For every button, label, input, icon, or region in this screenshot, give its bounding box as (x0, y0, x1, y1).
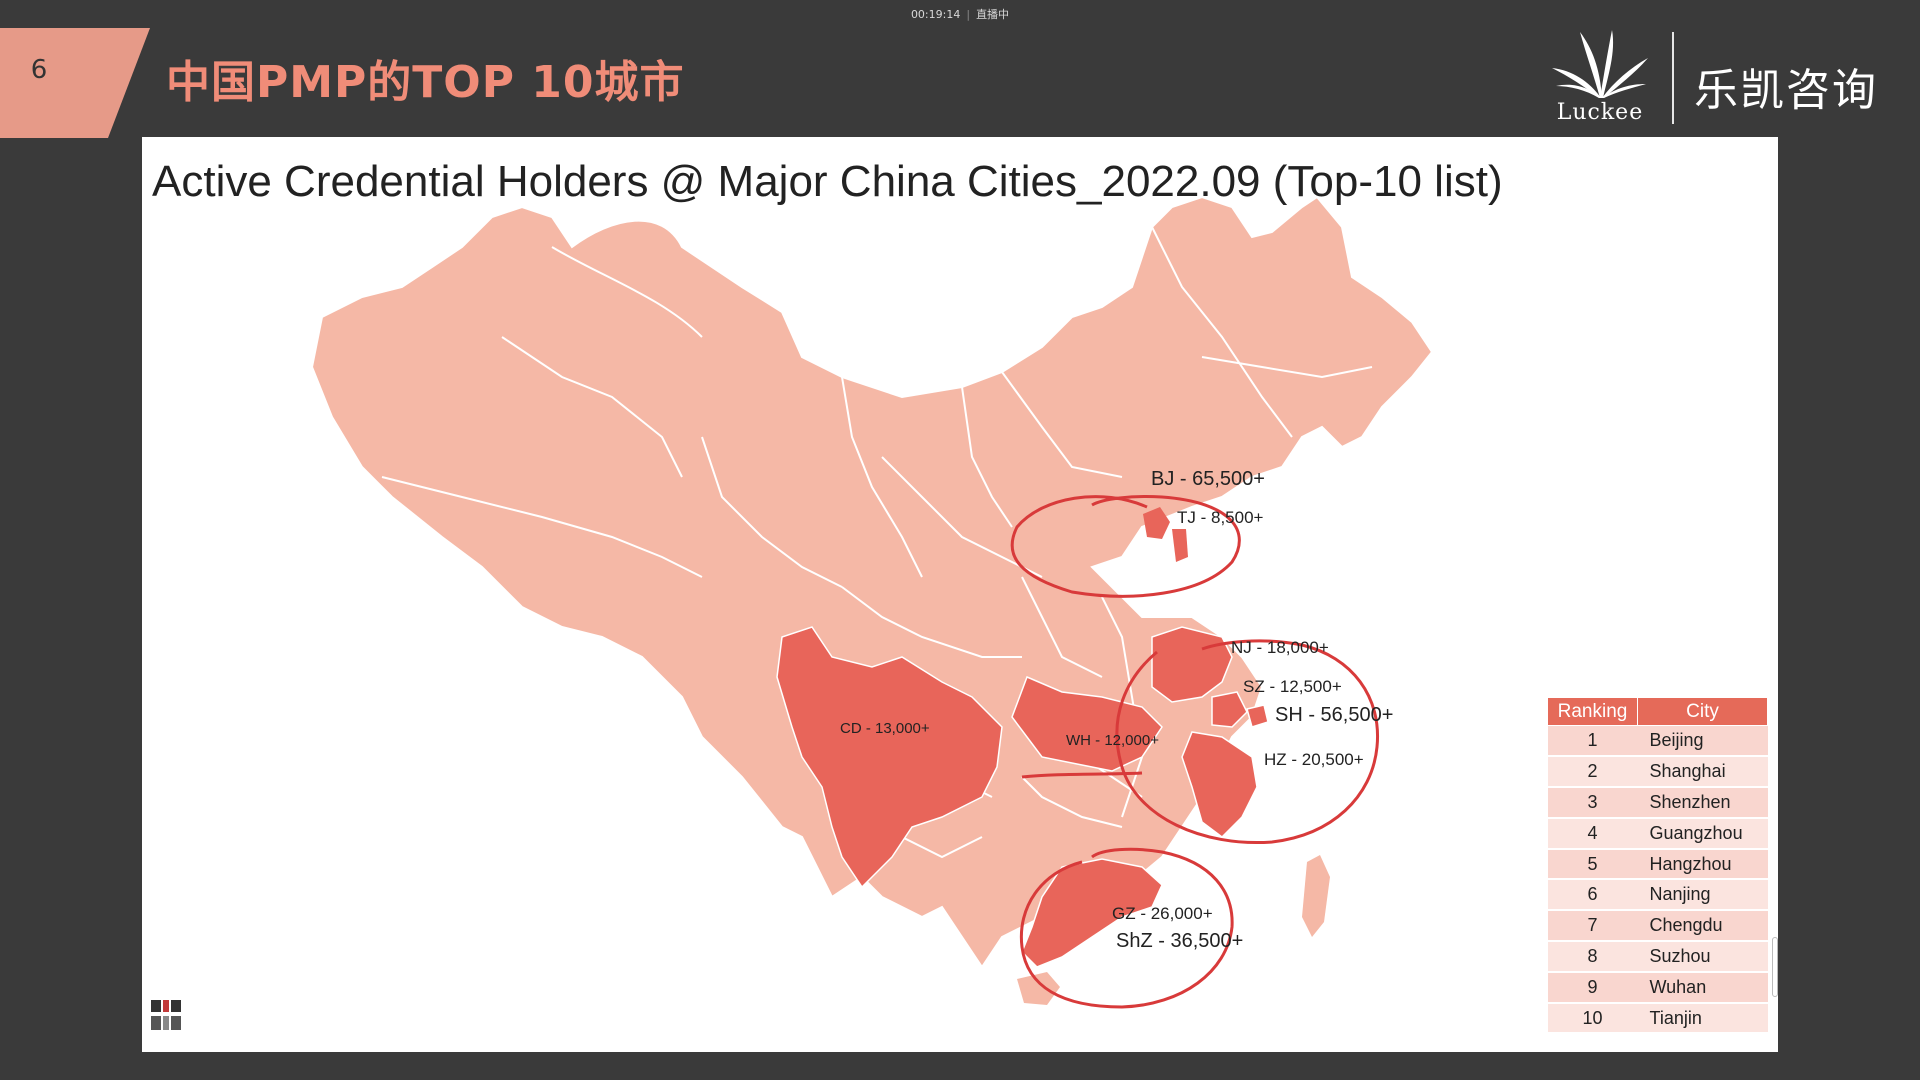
city-label-gz: GZ - 26,000+ (1112, 904, 1213, 923)
city-label-shz: ShZ - 36,500+ (1116, 930, 1243, 952)
city-label-nj: NJ - 18,000+ (1231, 638, 1329, 657)
rank-cell: 1 (1547, 725, 1638, 758)
table-row: 7 Chengdu (1547, 910, 1768, 943)
live-status-label: 直播中 (976, 8, 1010, 21)
ranking-header-row: Ranking City (1547, 697, 1768, 726)
brand-divider (1672, 32, 1674, 124)
ranking-header-rank: Ranking (1547, 697, 1638, 726)
east-circle-annotation (1115, 639, 1380, 845)
city-label-cd: CD - 13,000+ (840, 720, 930, 737)
city-cell: Chengdu (1637, 910, 1768, 943)
table-row: 5 Hangzhou (1547, 848, 1768, 881)
table-row: 2 Shanghai (1547, 756, 1768, 789)
table-row: 1 Beijing (1547, 725, 1768, 758)
taiwan-island (1302, 855, 1330, 937)
tianjin-region (1172, 529, 1188, 562)
city-cell: Beijing (1637, 725, 1768, 758)
rank-cell: 7 (1547, 910, 1638, 943)
rank-cell: 9 (1547, 971, 1638, 1004)
table-row: 10 Tianjin (1547, 1002, 1768, 1035)
slide-number-tab (0, 28, 150, 138)
brand-latin-name: Luckee (1556, 100, 1644, 125)
live-timer: 00:19:14 (910, 8, 961, 21)
table-row: 9 Wuhan (1547, 971, 1768, 1004)
rank-cell: 2 (1547, 756, 1638, 789)
map-title: Active Credential Holders @ Major China … (152, 157, 1503, 206)
table-row: 6 Nanjing (1547, 879, 1768, 912)
city-cell: Guangzhou (1637, 817, 1768, 850)
china-map: BJ - 65,500+ TJ - 8,500+ NJ - 18,000+ SZ… (310, 195, 1434, 1009)
suzhou-region (1211, 691, 1248, 728)
table-row: 8 Suzhou (1547, 941, 1768, 973)
luckee-logo-icon (1552, 30, 1648, 98)
guangdong-region (1021, 858, 1163, 968)
city-label-sh: SH - 56,500+ (1275, 704, 1393, 726)
city-label-tj: TJ - 8,500+ (1177, 508, 1264, 527)
hainan-island (1017, 972, 1060, 1005)
hangzhou-region (1181, 731, 1258, 838)
wuhan-underline-annotation (1021, 771, 1143, 779)
wuhan-region (1011, 676, 1163, 772)
rank-cell: 5 (1547, 848, 1638, 881)
chengdu-region (776, 626, 1003, 889)
slide-title: 中国PMP的TOP 10城市 (166, 57, 685, 108)
ranking-header-city: City (1637, 697, 1768, 726)
city-label-wh: WH - 12,000+ (1066, 732, 1159, 749)
scroll-indicator[interactable] (1772, 937, 1778, 997)
presentation-header: 00:19:14 | 直播中 6 中国PMP的TOP 10城市 Luckee 乐凯咨… (0, 0, 1920, 140)
slide-number: 6 (30, 55, 48, 85)
rank-cell: 4 (1547, 817, 1638, 850)
north-circle-annotation (1010, 495, 1241, 598)
city-label-bj: BJ - 65,500+ (1151, 468, 1265, 490)
city-cell: Nanjing (1637, 879, 1768, 912)
live-status-bar: 00:19:14 | 直播中 (910, 8, 1010, 21)
city-cell: Hangzhou (1637, 848, 1768, 881)
city-cell: Tianjin (1637, 1002, 1768, 1035)
shanghai-region (1246, 704, 1269, 728)
city-label-hz: HZ - 20,500+ (1264, 750, 1364, 769)
city-cell: Suzhou (1637, 941, 1768, 973)
pmi-logo-icon (151, 1000, 181, 1030)
south-circle-annotation (1019, 847, 1234, 1009)
city-cell: Wuhan (1637, 971, 1768, 1004)
rank-cell: 6 (1547, 879, 1638, 912)
rank-cell: 3 (1547, 787, 1638, 819)
ranking-table: Ranking City 1 Beijing 2 Shanghai 3 Shenzhe… (1547, 697, 1768, 1035)
table-row: 3 Shenzhen (1547, 787, 1768, 819)
city-label-sz: SZ - 12,500+ (1243, 677, 1342, 696)
luckee-brand: Luckee 乐凯咨询 (1550, 28, 1890, 128)
beijing-region (1143, 507, 1170, 539)
city-cell: Shenzhen (1637, 787, 1768, 819)
table-row: 4 Guangzhou (1547, 817, 1768, 850)
city-cell: Shanghai (1637, 756, 1768, 789)
rank-cell: 8 (1547, 941, 1638, 973)
slide-canvas: Active Credential Holders @ Major China … (142, 137, 1778, 1052)
brand-chinese-name: 乐凯咨询 (1694, 65, 1878, 116)
rank-cell: 10 (1547, 1002, 1638, 1035)
